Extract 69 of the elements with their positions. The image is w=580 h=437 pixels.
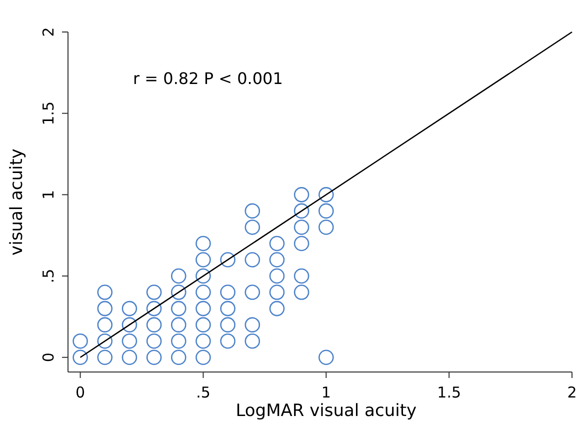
point bbox=[269, 236, 285, 252]
point bbox=[220, 333, 236, 349]
y-tick-label: 0 bbox=[39, 352, 58, 362]
x-tick-label: 2 bbox=[567, 384, 577, 402]
point bbox=[97, 350, 113, 366]
point bbox=[97, 300, 113, 316]
point bbox=[220, 300, 236, 316]
point bbox=[318, 350, 334, 366]
point bbox=[196, 300, 211, 316]
point bbox=[294, 268, 310, 284]
point bbox=[170, 317, 186, 332]
point bbox=[196, 284, 211, 300]
point bbox=[294, 284, 310, 300]
point bbox=[269, 252, 285, 268]
point bbox=[318, 220, 334, 235]
y-tick-label: 1.5 bbox=[39, 101, 58, 126]
point bbox=[244, 333, 260, 349]
point bbox=[146, 300, 162, 316]
point bbox=[220, 284, 236, 300]
point bbox=[269, 268, 285, 284]
x-tick-label: .5 bbox=[196, 384, 210, 402]
point bbox=[220, 317, 236, 332]
point bbox=[72, 350, 88, 366]
point bbox=[97, 333, 113, 349]
point bbox=[146, 284, 162, 300]
y-axis-title: visual acuity bbox=[7, 148, 27, 256]
point bbox=[122, 317, 138, 332]
point bbox=[318, 187, 334, 202]
x-tick-label: 1 bbox=[321, 384, 331, 402]
point bbox=[196, 268, 211, 284]
point bbox=[269, 284, 285, 300]
point bbox=[294, 220, 310, 235]
point bbox=[318, 203, 334, 219]
y-tick-label: .5 bbox=[39, 268, 58, 284]
point bbox=[97, 284, 113, 300]
point bbox=[97, 317, 113, 332]
x-axis-title: LogMAR visual acuity bbox=[236, 401, 417, 421]
point bbox=[196, 333, 211, 349]
point bbox=[196, 350, 211, 366]
annotation: r = 0.82 P < 0.001 bbox=[133, 69, 283, 88]
point bbox=[220, 252, 236, 268]
y-tick-label: 1 bbox=[39, 190, 58, 200]
point bbox=[122, 333, 138, 349]
y-tick-label: 2 bbox=[39, 27, 58, 37]
x-tick-label: 1.5 bbox=[437, 384, 462, 402]
point bbox=[244, 220, 260, 235]
point bbox=[146, 317, 162, 332]
point bbox=[244, 203, 260, 219]
point bbox=[170, 284, 186, 300]
point bbox=[122, 300, 138, 316]
point bbox=[294, 203, 310, 219]
point bbox=[122, 350, 138, 366]
point bbox=[196, 317, 211, 332]
point bbox=[244, 252, 260, 268]
point bbox=[146, 350, 162, 366]
point bbox=[269, 300, 285, 316]
point bbox=[146, 333, 162, 349]
point bbox=[294, 236, 310, 252]
point bbox=[170, 300, 186, 316]
point bbox=[72, 333, 88, 349]
point bbox=[244, 284, 260, 300]
point bbox=[244, 317, 260, 332]
point bbox=[196, 236, 211, 252]
point bbox=[294, 187, 310, 202]
point bbox=[170, 333, 186, 349]
point bbox=[170, 350, 186, 366]
x-tick-label: 0 bbox=[76, 384, 86, 402]
point bbox=[196, 252, 211, 268]
point bbox=[170, 268, 186, 284]
